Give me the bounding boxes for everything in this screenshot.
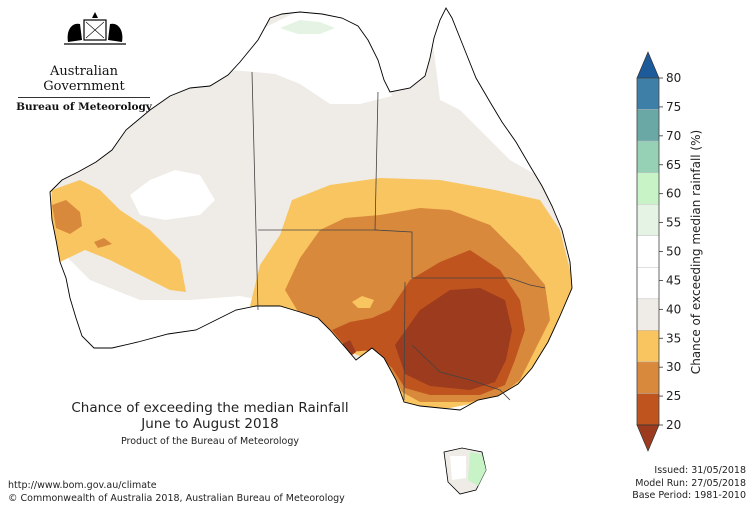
colorbar-title: Chance of exceeding median rainfall (%) — [689, 130, 703, 374]
base-period: Base Period: 1981-2010 — [632, 490, 746, 501]
zone-35-40-west — [50, 180, 186, 292]
colorbar-tick-label: 60 — [666, 187, 681, 201]
coat-of-arms-icon — [64, 12, 126, 45]
copyright-text: © Commonwealth of Australia 2018, Austra… — [8, 493, 345, 504]
colorbar-cell — [636, 361, 660, 394]
zone-45-55-central — [130, 170, 215, 220]
colorbar-cell — [636, 109, 660, 142]
colorbar-tick-label: 65 — [666, 158, 681, 172]
map-title: Chance of exceeding the median Rainfall … — [40, 400, 380, 432]
model-run-date: Model Run: 27/05/2018 — [635, 477, 746, 489]
colorbar-cell — [636, 393, 660, 426]
colorbar-tick-label: 45 — [666, 273, 681, 287]
colorbar-cell — [636, 172, 660, 205]
colorbar-cell — [636, 330, 660, 363]
product-label: Product of the Bureau of Meteorology — [120, 436, 300, 447]
tasmania-white-zone — [450, 456, 466, 480]
issued-date: Issued: 31/05/2018 — [654, 465, 746, 476]
bom-url-link[interactable]: http://www.bom.gov.au/climate — [8, 480, 157, 491]
government-label: Australian Government — [43, 64, 125, 94]
footer-right: Issued: 31/05/2018 Model Run: 27/05/2018… — [632, 465, 746, 503]
zone-30-35-west — [52, 200, 82, 234]
zone-20-25-sa — [340, 340, 356, 358]
colorbar-tick-label: 50 — [666, 245, 681, 259]
colorbar: 20 25 30 35 40 45 50 55 60 65 70 75 80 Chance of exce… — [636, 51, 703, 452]
colorbar-cell — [636, 203, 660, 236]
tasmania-green-zone — [468, 452, 486, 486]
footer-left: http://www.bom.gov.au/climate © Commonwe… — [8, 479, 345, 505]
colorbar-cell — [636, 77, 660, 110]
map-title-line1: Chance of exceeding the median Rainfall — [71, 400, 349, 416]
colorbar-tick-label: 80 — [666, 71, 681, 85]
bureau-label: Bureau of Meteorology — [16, 101, 152, 113]
colorbar-bottom-arrow — [636, 424, 660, 452]
zone-45-55-north — [230, 10, 392, 104]
map-title-line2: June to August 2018 — [141, 416, 279, 432]
colorbar-tick-label: 30 — [666, 360, 681, 374]
colorbar-top-arrow — [636, 51, 660, 79]
colorbar-cell — [636, 140, 660, 173]
australia-coastline — [49, 7, 573, 411]
colorbar-tick-label: 20 — [666, 418, 681, 432]
colorbar-tick-label: 75 — [666, 100, 681, 114]
zone-35-40-inner — [352, 296, 374, 308]
colorbar-cell — [636, 235, 660, 268]
state-borders — [251, 71, 546, 401]
zone-30-35-west-dot — [94, 238, 112, 248]
colorbar-tick-label: 25 — [666, 389, 681, 403]
colorbar-tick-label: 35 — [666, 331, 681, 345]
bom-logo: Australian Government Bureau of Meteorol… — [14, 10, 154, 113]
colorbar-cell — [636, 267, 660, 300]
colorbar-tick-label: 40 — [666, 302, 681, 316]
zone-20-25-southeast — [395, 288, 512, 390]
colorbar-tick-label: 55 — [666, 216, 681, 230]
colorbar-cell — [636, 298, 660, 331]
zone-55-60-nt — [280, 20, 335, 34]
colorbar-tick-label: 70 — [666, 129, 681, 143]
